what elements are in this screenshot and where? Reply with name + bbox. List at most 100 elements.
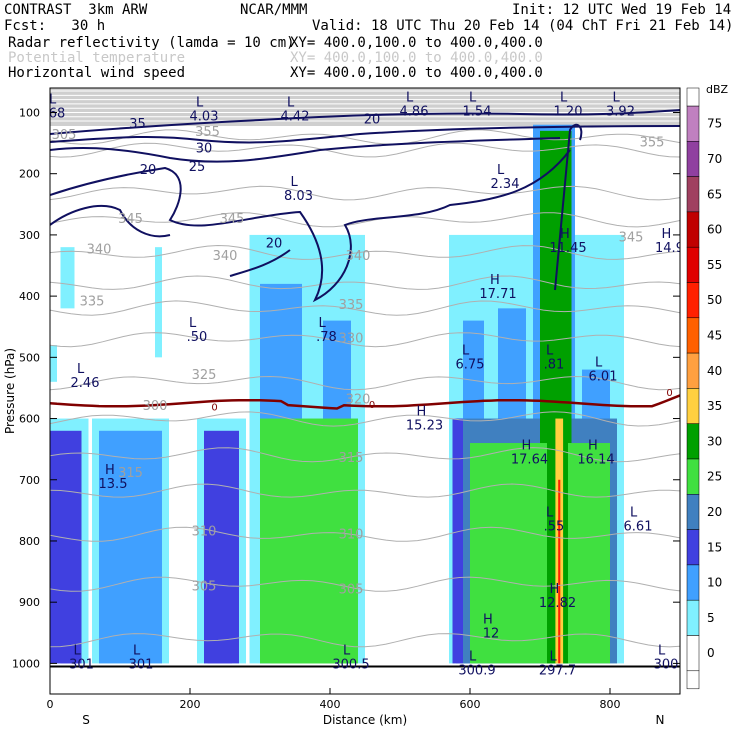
colorbar-label: 20 (707, 505, 722, 519)
extremum-value: 15.23 (406, 419, 443, 434)
reflectivity-core (470, 443, 610, 664)
extremum-h-marker: H (588, 438, 598, 453)
extremum-value: .55 (544, 520, 565, 535)
extremum-l-marker: L (291, 175, 299, 190)
colorbar-label: 30 (707, 434, 722, 448)
colorbar-swatch (686, 635, 700, 672)
init-time: Init: 12 UTC Wed 19 Feb 14 (512, 2, 732, 18)
y-tick-label: 500 (19, 351, 40, 364)
model-title: CONTRAST 3km ARW (4, 2, 148, 18)
colorbar-label: 50 (707, 293, 722, 307)
isentrope-line (50, 375, 680, 391)
isentrope-label: 335 (339, 298, 364, 313)
field3-xy: XY= 400.0,100.0 to 400.0,400.0 (290, 65, 543, 81)
extremum-l-marker: L (546, 343, 554, 358)
extremum-l-marker: L (469, 649, 477, 664)
isentrope-line (50, 633, 680, 648)
extremum-l-marker: L (77, 362, 85, 377)
x-tick-label: 800 (600, 698, 621, 711)
colorbar-swatch (686, 458, 700, 495)
isentrope-label: 340 (346, 249, 371, 264)
colorbar-label: 55 (707, 258, 722, 272)
isentrope-line (50, 275, 680, 290)
extremum-h-marker: H (105, 463, 115, 478)
reflectivity-column (99, 430, 162, 664)
isentrope-line (50, 129, 680, 145)
extremum-value: 6.01 (589, 370, 618, 385)
isentrope-label: 325 (192, 368, 217, 383)
isentrope-label: 300 (143, 399, 168, 414)
isentrope-line (50, 244, 680, 260)
reflectivity-core (270, 430, 351, 664)
colorbar-swatch (686, 529, 700, 566)
colorbar-label: 10 (707, 576, 722, 590)
isentrope-label: 345 (118, 212, 143, 227)
isentrope-line (50, 212, 680, 228)
reflectivity-core (452, 418, 463, 664)
extremum-h-marker: H (522, 438, 532, 453)
y-tick-label: 400 (19, 290, 40, 303)
x-tick-label: 400 (320, 698, 341, 711)
extremum-value: 4.03 (190, 109, 219, 124)
extremum-value: 3.92 (606, 105, 635, 120)
extremum-l-marker: L (49, 92, 57, 107)
isentrope-label: 310 (192, 524, 217, 539)
wind-contour (50, 125, 680, 144)
colorbar-unit: dBZ (706, 83, 729, 96)
isentrope-line (50, 332, 680, 348)
extremum-value: 1.54 (463, 105, 492, 120)
extremum-value: 68 (49, 106, 66, 121)
wind-contour (50, 205, 171, 238)
x-axis-label: Distance (km) (323, 713, 407, 727)
x-tick-label: 200 (180, 698, 201, 711)
wind-label: 20 (364, 112, 381, 127)
isentrope-line (50, 576, 680, 592)
wind-contour (229, 249, 291, 277)
y-tick-label: 700 (19, 474, 40, 487)
wind-contour (50, 149, 571, 303)
colorbar-label: 35 (707, 399, 722, 413)
field3-name: Horizontal wind speed (8, 65, 186, 81)
y-tick-label: 1000 (12, 657, 40, 670)
extremum-value: 11.45 (549, 241, 586, 256)
colorbar-label: 70 (707, 152, 722, 166)
isentrope-label: 330 (339, 331, 364, 346)
isentrope-label: 315 (339, 451, 364, 466)
colorbar-swatch (686, 352, 700, 389)
extremum-l-marker: L (560, 91, 568, 106)
colorbar-label: 40 (707, 364, 722, 378)
colorbar-label: 15 (707, 540, 722, 554)
upper-isentrope-band (50, 88, 680, 126)
extremum-value: .50 (187, 330, 208, 345)
extremum-l-marker: L (133, 643, 141, 658)
wind-label: 25 (189, 160, 206, 175)
isentrope-label: 345 (220, 212, 245, 227)
colorbar-swatch (686, 423, 700, 460)
y-tick-label: 900 (19, 596, 40, 609)
colorbar-label: 25 (707, 470, 722, 484)
field2-xy: XY= 400.0,100.0 to 400.0,400.0 (290, 50, 543, 66)
wind-label: 30 (196, 142, 213, 157)
field1-name: Radar reflectivity (lamda = 10 cm) (8, 35, 295, 51)
reflectivity-halo (60, 247, 75, 309)
colorbar-cap (686, 87, 700, 107)
extremum-value: 297.7 (539, 663, 576, 678)
y-tick-label: 600 (19, 413, 40, 426)
isentrope-label: 340 (87, 243, 112, 258)
reflectivity-core (60, 443, 78, 664)
isentrope-label: 340 (213, 249, 238, 264)
isentrope-label: 355 (195, 125, 220, 140)
reflectivity-core (558, 479, 561, 664)
extremum-l-marker: L (343, 643, 351, 658)
colorbar-swatch (686, 494, 700, 530)
extremum-l-marker: L (658, 643, 666, 658)
colorbar-swatch (686, 105, 700, 142)
x-tick-label: 600 (460, 698, 481, 711)
extremum-value: .81 (544, 357, 565, 372)
extremum-h-marker: H (483, 613, 493, 628)
colorbar-label: 75 (707, 117, 722, 131)
org-title: NCAR/MMM (240, 2, 308, 18)
forecast-hour: Fcst: 30 h (4, 18, 106, 34)
extremum-value: 12 (483, 627, 500, 642)
